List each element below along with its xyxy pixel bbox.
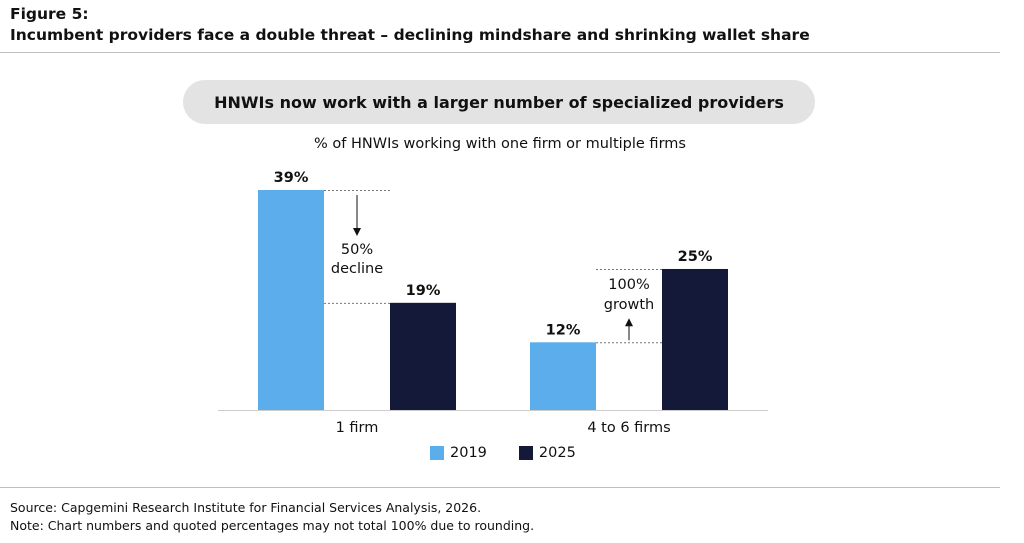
figure-label: Figure 5: xyxy=(10,5,89,23)
chart-legend: 2019 2025 xyxy=(430,445,608,461)
data-label-2025-4-to-6-firms: 25% xyxy=(678,249,713,265)
legend-item-2019: 2019 xyxy=(430,445,487,461)
annotation-decline-line1: 50% xyxy=(341,242,373,258)
top-divider xyxy=(0,52,1000,53)
chart-subtitle: % of HNWIs working with one firm or mult… xyxy=(314,136,686,152)
data-label-2019-4-to-6-firms: 12% xyxy=(546,322,581,338)
bar-2019-1-firm xyxy=(258,190,324,410)
legend-item-2025: 2025 xyxy=(518,445,576,461)
figure-title: Incumbent providers face a double threat… xyxy=(10,26,810,44)
growth-arrow-icon xyxy=(625,318,633,327)
legend-swatch-2019 xyxy=(430,446,444,460)
bar-2025-4-to-6-firms xyxy=(662,268,728,410)
source-notes: Source: Capgemini Research Institute for… xyxy=(10,499,534,535)
category-label-1-firm: 1 firm xyxy=(336,420,379,436)
annotation-growth-line2: growth xyxy=(604,297,654,313)
annotation-decline-line2: decline xyxy=(331,261,383,277)
decline-arrow-icon xyxy=(353,228,361,236)
note-text: Note: Chart numbers and quoted percentag… xyxy=(10,518,535,533)
bar-2019-4-to-6-firms xyxy=(530,342,596,410)
banner-pill: HNWIs now work with a larger number of s… xyxy=(183,80,815,124)
legend-swatch-2025 xyxy=(518,446,533,460)
legend-label-2025: 2025 xyxy=(538,445,576,461)
source-text: Source: Capgemini Research Institute for… xyxy=(10,500,482,515)
annotation-growth-line1: 100% xyxy=(608,277,649,293)
data-label-2025-1-firm: 19% xyxy=(406,283,441,299)
data-label-2019-1-firm: 39% xyxy=(274,170,309,186)
legend-label-2019: 2019 xyxy=(450,445,487,461)
banner-text: HNWIs now work with a larger number of s… xyxy=(214,92,784,112)
bar-2025-1-firm xyxy=(390,302,456,410)
bottom-divider xyxy=(0,487,1000,488)
category-label-4-to-6-firms: 4 to 6 firms xyxy=(587,420,670,436)
